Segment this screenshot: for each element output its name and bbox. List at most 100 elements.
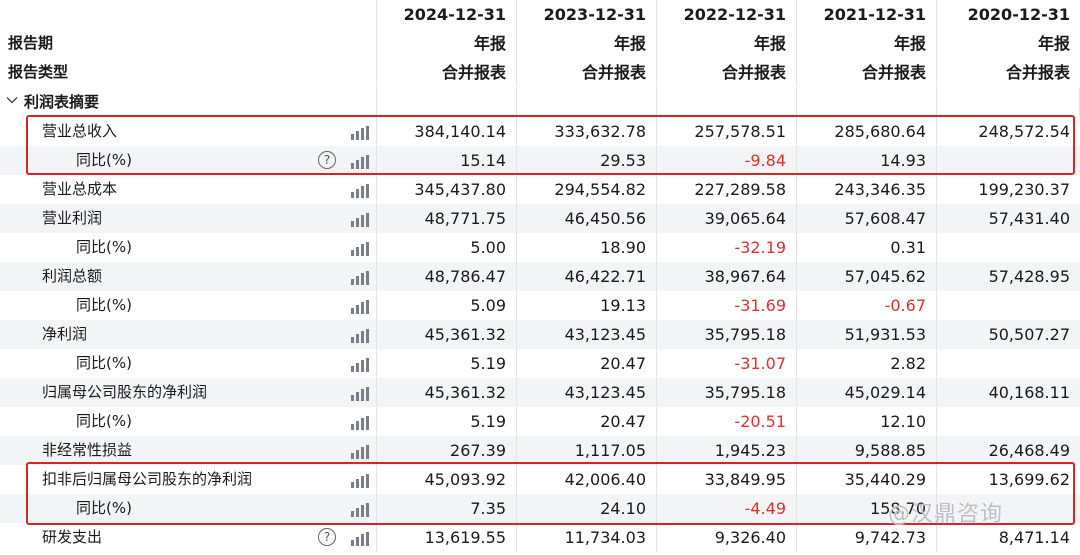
period-value: 年报 <box>1037 34 1070 53</box>
value-cell: 243,346.35 <box>797 175 937 204</box>
row-label: 非经常性损益 <box>42 441 133 459</box>
value-cell: 18.90 <box>517 233 657 262</box>
column-date[interactable]: 2024-12-31 <box>377 0 517 29</box>
value-cell: 5.00 <box>377 233 517 262</box>
row-label: 利润总额 <box>42 267 103 285</box>
value-cell: -4.49 <box>657 494 797 523</box>
column-date[interactable]: 2023-12-31 <box>517 0 657 29</box>
bar-chart-icon[interactable] <box>349 126 369 140</box>
period-value: 年报 <box>517 29 657 58</box>
value-cell: 384,140.14 <box>377 117 517 146</box>
value-cell: 285,680.64 <box>797 117 937 146</box>
value-cell <box>937 233 1080 262</box>
table-row[interactable]: 扣非后归属母公司股东的净利润 45,093.92 42,006.40 33,849.9… <box>0 465 1080 494</box>
row-label: 同比(%) <box>76 354 132 372</box>
row-label-cell: 同比(%)? <box>0 146 377 175</box>
table-row[interactable]: 营业总成本 345,437.80 294,554.82 227,289.58 243,3… <box>0 175 1080 204</box>
value-cell: 45,093.92 <box>377 465 517 494</box>
table-row[interactable]: 营业利润 48,771.75 46,450.56 39,065.64 57,608.47… <box>0 204 1080 233</box>
value-cell: 43,123.45 <box>517 378 657 407</box>
type-label: 报告类型 <box>8 63 69 81</box>
table-row[interactable]: 利润总额 48,786.47 46,422.71 38,967.64 57,045.62… <box>0 262 1080 291</box>
section-title-cell[interactable]: 利润表摘要 <box>0 88 377 117</box>
value-cell: 8,471.14 <box>998 528 1070 547</box>
bar-chart-icon[interactable] <box>349 155 369 169</box>
value-cell: 1,117.05 <box>517 436 657 465</box>
value-cell: 2.82 <box>797 349 937 378</box>
value-cell: 333,632.78 <box>517 117 657 146</box>
value-cell: 7.35 <box>377 494 517 523</box>
table-row[interactable]: 同比(%) 5.19 20.47 -31.07 2.82 <box>0 349 1080 378</box>
table-row[interactable]: 归属母公司股东的净利润 45,361.32 43,123.45 35,795.18 45… <box>0 378 1080 407</box>
value-cell: 57,608.47 <box>797 204 937 233</box>
value-cell: 35,795.18 <box>657 320 797 349</box>
bar-chart-icon[interactable] <box>349 271 369 285</box>
value-cell: 257,578.51 <box>657 117 797 146</box>
table-row[interactable]: 营业总收入 384,140.14 333,632.78 257,578.51 285,6… <box>0 117 1080 146</box>
chevron-down-icon[interactable] <box>6 94 18 106</box>
value-cell: 5.09 <box>377 291 517 320</box>
table-row[interactable]: 研发支出? 13,619.55 11,734.03 9,326.40 9,742.73 8… <box>0 523 1080 552</box>
table-row[interactable]: 净利润 45,361.32 43,123.45 35,795.18 51,931.53 5… <box>0 320 1080 349</box>
row-label: 扣非后归属母公司股东的净利润 <box>42 470 253 488</box>
value-cell: 15.14 <box>377 146 517 175</box>
value-cell: 24.10 <box>517 494 657 523</box>
bar-chart-icon[interactable] <box>349 503 369 517</box>
table-row[interactable]: 同比(%)? 15.14 29.53 -9.84 14.93 <box>0 146 1080 175</box>
value-cell: 20.47 <box>517 407 657 436</box>
row-label-cell: 营业利润 <box>0 204 377 233</box>
value-cell: 248,572.54 <box>978 122 1070 141</box>
table-row[interactable]: 非经常性损益 267.39 1,117.05 1,945.23 9,588.85 26,4… <box>0 436 1080 465</box>
row-label-cell: 同比(%) <box>0 291 377 320</box>
bar-chart-icon[interactable] <box>349 416 369 430</box>
table-row[interactable]: 同比(%) 5.09 19.13 -31.69 -0.67 <box>0 291 1080 320</box>
bar-chart-icon[interactable] <box>349 358 369 372</box>
value-cell: 46,450.56 <box>517 204 657 233</box>
period-value: 年报 <box>377 29 517 58</box>
type-value: 合并报表 <box>377 58 517 87</box>
value-cell: 1,945.23 <box>657 436 797 465</box>
row-label-cell: 净利润 <box>0 320 377 349</box>
bar-chart-icon[interactable] <box>349 532 369 546</box>
bar-chart-icon[interactable] <box>349 387 369 401</box>
table-row[interactable]: 同比(%) 5.00 18.90 -32.19 0.31 <box>0 233 1080 262</box>
row-label: 同比(%) <box>76 412 132 430</box>
value-cell: 35,440.29 <box>797 465 937 494</box>
value-cell: 12.10 <box>797 407 937 436</box>
row-label-cell: 非经常性损益 <box>0 436 377 465</box>
value-cell: -31.69 <box>657 291 797 320</box>
value-cell: 29.53 <box>517 146 657 175</box>
value-cell: 227,289.58 <box>657 175 797 204</box>
bar-chart-icon[interactable] <box>349 329 369 343</box>
column-date[interactable]: 2022-12-31 <box>657 0 797 29</box>
value-cell: 43,123.45 <box>517 320 657 349</box>
row-label-cell: 营业总成本 <box>0 175 377 204</box>
bar-chart-icon[interactable] <box>349 300 369 314</box>
value-cell: 50,507.27 <box>988 325 1070 344</box>
type-value: 合并报表 <box>657 58 797 87</box>
bar-chart-icon[interactable] <box>349 184 369 198</box>
column-date[interactable]: 2021-12-31 <box>797 0 937 29</box>
bar-chart-icon[interactable] <box>349 445 369 459</box>
watermark: @汉鼎咨询 <box>888 502 1004 527</box>
value-cell: 13,699.62 <box>988 470 1070 489</box>
help-icon[interactable]: ? <box>318 528 336 546</box>
table-row[interactable]: 同比(%) 7.35 24.10 -4.49 158.70 <box>0 494 1080 523</box>
help-icon[interactable]: ? <box>318 151 336 169</box>
row-label-cell: 同比(%) <box>0 407 377 436</box>
bar-chart-icon[interactable] <box>349 213 369 227</box>
section-income-summary[interactable]: 利润表摘要 <box>0 88 1080 117</box>
table-row[interactable]: 同比(%) 5.19 20.47 -20.51 12.10 <box>0 407 1080 436</box>
row-label: 营业总收入 <box>42 122 118 140</box>
row-label-cell: 同比(%) <box>0 349 377 378</box>
value-cell: 57,428.95 <box>988 267 1070 286</box>
value-cell <box>937 407 1080 436</box>
row-label-cell: 扣非后归属母公司股东的净利润 <box>0 465 377 494</box>
row-label: 同比(%) <box>76 296 132 314</box>
value-cell: 5.19 <box>377 407 517 436</box>
column-date[interactable]: 2020-12-31 <box>967 5 1070 24</box>
value-cell: 9,326.40 <box>657 523 797 552</box>
bar-chart-icon[interactable] <box>349 242 369 256</box>
bar-chart-icon[interactable] <box>349 474 369 488</box>
value-cell: 14.93 <box>797 146 937 175</box>
